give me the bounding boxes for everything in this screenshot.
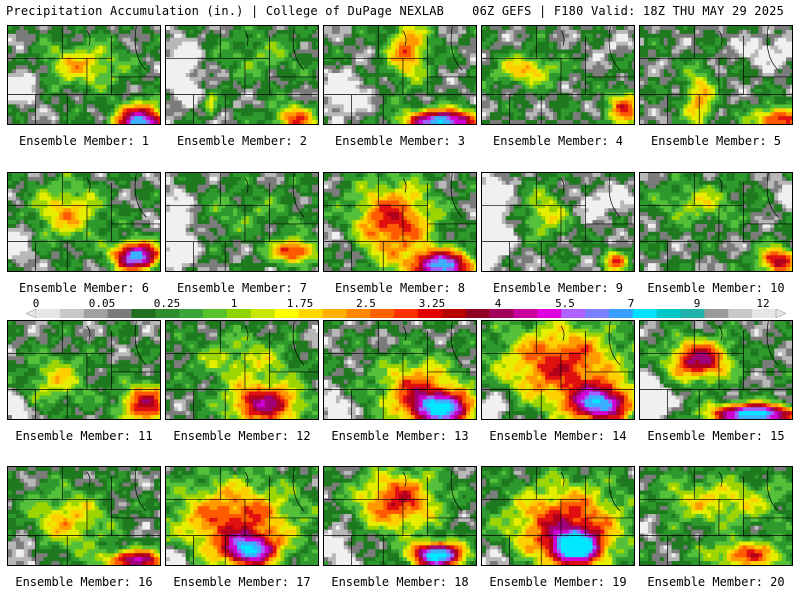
colorbar-label: 5.5 [555, 297, 575, 310]
colorbar-swatch [752, 309, 777, 318]
ensemble-member-map [165, 172, 319, 272]
colorbar-swatch [465, 309, 490, 318]
ensemble-member-caption: Ensemble Member: 9 [492, 281, 624, 295]
colorbar-swatch [561, 309, 586, 318]
ensemble-member-caption: Ensemble Member: 13 [331, 429, 469, 443]
colorbar-label: 0 [32, 297, 40, 310]
ensemble-member-caption: Ensemble Member: 12 [173, 429, 311, 443]
colorbar-swatch [274, 309, 299, 318]
colorbar-swatch [83, 309, 108, 318]
ensemble-member-map [323, 466, 477, 566]
ensemble-member-caption: Ensemble Member: 8 [334, 281, 466, 295]
colorbar-swatch [608, 309, 634, 318]
ensemble-member-map [481, 320, 635, 420]
ensemble-member-caption: Ensemble Member: 6 [18, 281, 150, 295]
colorbar-swatch [441, 309, 466, 318]
colorbar-swatch [489, 309, 514, 318]
ensemble-member-caption: Ensemble Member: 18 [331, 575, 469, 589]
colorbar-label: 2.5 [356, 297, 376, 310]
ensemble-member-map [323, 320, 477, 420]
colorbar-max-arrow [775, 309, 786, 318]
ensemble-member-caption: Ensemble Member: 11 [15, 429, 153, 443]
ensemble-member-map [165, 320, 319, 420]
ensemble-member-map [323, 172, 477, 272]
colorbar-label: 1 [230, 297, 238, 310]
ensemble-member-caption: Ensemble Member: 17 [173, 575, 311, 589]
colorbar-label: 4 [494, 297, 502, 310]
ensemble-member-caption: Ensemble Member: 1 [18, 134, 150, 148]
colorbar-swatch [203, 309, 228, 318]
ensemble-member-caption: Ensemble Member: 16 [15, 575, 153, 589]
ensemble-member-caption: Ensemble Member: 4 [492, 134, 624, 148]
colorbar-swatch [585, 309, 610, 318]
colorbar-swatch [36, 309, 61, 318]
colorbar-swatch [632, 309, 657, 318]
ensemble-member-map [639, 25, 793, 125]
colorbar-swatch [417, 309, 443, 318]
ensemble-member-map [7, 466, 161, 566]
colorbar-swatch [346, 309, 371, 318]
colorbar-swatch [394, 309, 419, 318]
ensemble-member-map [481, 25, 635, 125]
ensemble-member-map [7, 172, 161, 272]
ensemble-member-map [639, 466, 793, 566]
ensemble-member-caption: Ensemble Member: 20 [647, 575, 785, 589]
colorbar-swatch [155, 309, 180, 318]
colorbar-label: 1.75 [286, 297, 314, 310]
ensemble-member-map [7, 25, 161, 125]
colorbar-swatch [728, 309, 753, 318]
ensemble-member-map [639, 172, 793, 272]
colorbar-label: 7 [627, 297, 635, 310]
colorbar-swatch [680, 309, 705, 318]
ensemble-member-caption: Ensemble Member: 3 [334, 134, 466, 148]
map-title: Precipitation Accumulation (in.) | Colle… [6, 4, 445, 18]
ensemble-member-caption: Ensemble Member: 19 [489, 575, 627, 589]
ensemble-member-caption: Ensemble Member: 5 [650, 134, 782, 148]
colorbar-swatch [656, 309, 681, 318]
ensemble-member-caption: Ensemble Member: 7 [176, 281, 308, 295]
colorbar-swatch [704, 309, 729, 318]
colorbar-label: 0.25 [153, 297, 181, 310]
colorbar-min-arrow [26, 309, 37, 318]
colorbar-swatch [179, 309, 204, 318]
colorbar-label: 12 [756, 297, 770, 310]
model-valid-time: 06Z GEFS | F180 Valid: 18Z THU MAY 29 20… [472, 4, 784, 18]
ensemble-member-map [639, 320, 793, 420]
ensemble-member-map [481, 466, 635, 566]
ensemble-member-map [165, 466, 319, 566]
colorbar-swatch [250, 309, 276, 318]
colorbar-swatch [513, 309, 538, 318]
colorbar-swatch [537, 309, 562, 318]
ensemble-member-map [481, 172, 635, 272]
ensemble-member-caption: Ensemble Member: 10 [647, 281, 785, 295]
colorbar-swatch [322, 309, 347, 318]
ensemble-member-map [7, 320, 161, 420]
colorbar-swatch [131, 309, 156, 318]
colorbar-swatch [298, 309, 323, 318]
ensemble-member-caption: Ensemble Member: 14 [489, 429, 627, 443]
colorbar-swatch [107, 309, 132, 318]
colorbar-label: 9 [693, 297, 701, 310]
ensemble-member-caption: Ensemble Member: 2 [176, 134, 308, 148]
colorbar-swatch [59, 309, 85, 318]
colorbar-label: 3.25 [418, 297, 446, 310]
colorbar-swatch [226, 309, 252, 318]
ensemble-member-map [165, 25, 319, 125]
ensemble-member-map [323, 25, 477, 125]
ensemble-member-caption: Ensemble Member: 15 [647, 429, 785, 443]
colorbar-label: 0.05 [88, 297, 116, 310]
precip-colorbar [26, 309, 786, 318]
colorbar-swatch [370, 309, 395, 318]
